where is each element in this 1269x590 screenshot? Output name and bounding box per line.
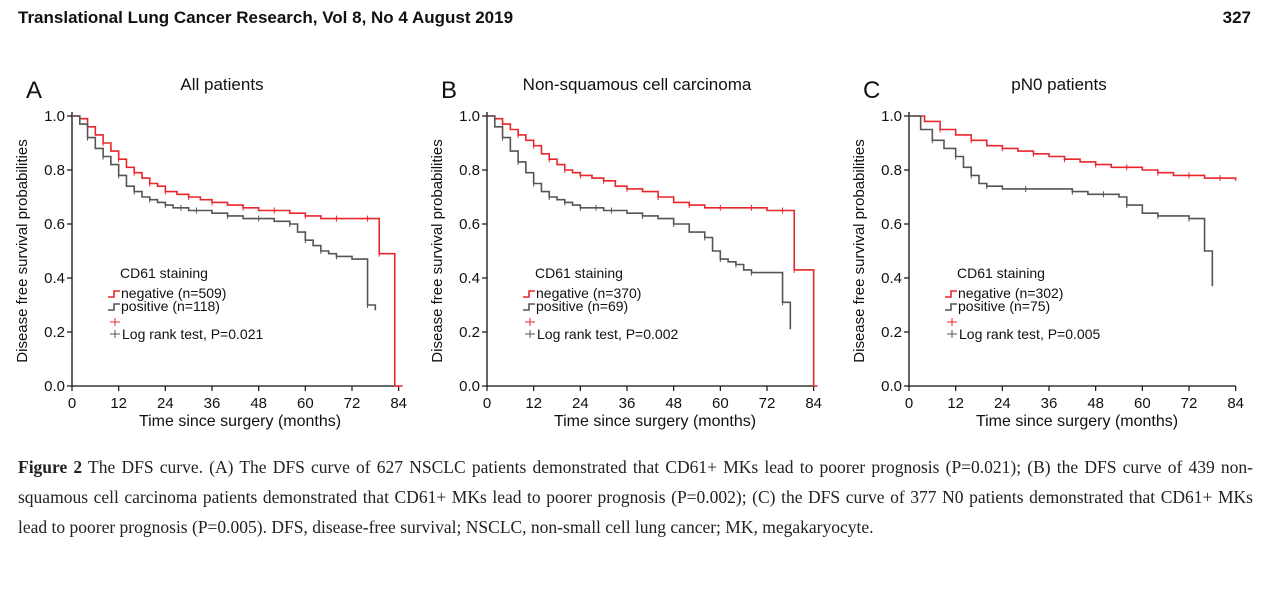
x-tick-label: 72: [344, 395, 361, 412]
log-rank-label: Log rank test, P=0.002: [537, 326, 678, 342]
panel-label: C: [863, 77, 880, 104]
series-line-negative: [487, 115, 818, 387]
x-tick-label: 48: [665, 395, 682, 412]
y-tick-label: 1.0: [881, 108, 902, 125]
journal-title: Translational Lung Cancer Research, Vol …: [18, 8, 514, 27]
x-tick-label: 84: [805, 395, 822, 412]
x-tick-label: 12: [525, 395, 542, 412]
x-tick-label: 0: [68, 395, 76, 412]
panel-label: A: [26, 77, 42, 104]
legend-entry: positive (n=75): [958, 298, 1050, 314]
legend-swatch-positive: [108, 303, 120, 311]
x-tick-label: 60: [1134, 395, 1151, 412]
x-tick-label: 72: [1181, 395, 1198, 412]
x-tick-label: 24: [994, 395, 1011, 412]
log-rank-label: Log rank test, P=0.021: [122, 326, 263, 342]
x-tick-label: 72: [759, 395, 776, 412]
x-tick-label: 36: [204, 395, 221, 412]
y-tick-label: 0.0: [44, 378, 65, 395]
x-tick-label: 0: [905, 395, 913, 412]
legend-swatch-positive: [523, 303, 535, 311]
y-axis-label: Disease free survival probabilities: [429, 139, 446, 362]
y-tick-label: 0.8: [881, 162, 902, 179]
y-tick-label: 0.8: [459, 162, 480, 179]
figure-caption: Figure 2 The DFS curve. (A) The DFS curv…: [18, 452, 1253, 542]
y-tick-label: 0.2: [881, 324, 902, 341]
legend-entry: positive (n=118): [121, 298, 220, 314]
caption-label: Figure 2: [18, 457, 83, 477]
chart-panel-a: A All patients 0.0 0.2 0.4 0.6 0.8 1.0 0 12 24 36 48…: [14, 75, 407, 430]
figure-panels: A All patients 0.0 0.2 0.4 0.6 0.8 1.0 0 12 24 36 48…: [14, 75, 1244, 430]
x-tick-label: 60: [297, 395, 314, 412]
caption-text: The DFS curve. (A) The DFS curve of 627 …: [18, 457, 1253, 537]
y-tick-label: 0.2: [44, 324, 65, 341]
y-tick-label: 1.0: [459, 108, 480, 125]
y-tick-label: 0.0: [459, 378, 480, 395]
chart-title: Non-squamous cell carcinoma: [523, 75, 752, 94]
log-rank-label: Log rank test, P=0.005: [959, 326, 1100, 342]
x-tick-label: 24: [572, 395, 589, 412]
chart-title: All patients: [180, 75, 263, 94]
x-tick-label: 12: [947, 395, 964, 412]
x-axis-label: Time since surgery (months): [554, 413, 756, 430]
y-tick-label: 1.0: [44, 108, 65, 125]
y-tick-label: 0.4: [881, 270, 902, 287]
y-tick-label: 0.6: [44, 216, 65, 233]
legend-title: CD61 staining: [535, 265, 623, 281]
legend-title: CD61 staining: [957, 265, 1045, 281]
x-tick-label: 84: [390, 395, 407, 412]
legend-swatch-positive: [945, 303, 957, 311]
page-header: Translational Lung Cancer Research, Vol …: [18, 8, 1251, 36]
series-line-positive: [909, 115, 1214, 287]
page-number: 327: [1222, 8, 1251, 27]
series-line-negative: [72, 115, 403, 387]
x-tick-label: 24: [157, 395, 174, 412]
x-tick-label: 84: [1227, 395, 1244, 412]
legend-swatch-negative: [108, 290, 120, 298]
x-tick-label: 60: [712, 395, 729, 412]
x-axis-label: Time since surgery (months): [139, 413, 341, 430]
x-tick-label: 36: [1041, 395, 1058, 412]
x-tick-label: 0: [483, 395, 491, 412]
legend-entry: negative (n=509): [121, 285, 226, 301]
legend-title: CD61 staining: [120, 265, 208, 281]
panel-label: B: [441, 77, 457, 104]
legend-swatch-negative: [523, 290, 535, 298]
x-axis-label: Time since surgery (months): [976, 413, 1178, 430]
y-axis-label: Disease free survival probabilities: [851, 139, 868, 362]
chart-panel-b: B Non-squamous cell carcinoma 0.0 0.2 0.4 0.6…: [429, 75, 822, 430]
legend-swatch-negative: [945, 290, 957, 298]
legend-entry: negative (n=370): [536, 285, 641, 301]
y-tick-label: 0.4: [459, 270, 480, 287]
y-tick-label: 0.0: [881, 378, 902, 395]
x-tick-label: 48: [1087, 395, 1104, 412]
series-line-positive: [72, 115, 377, 311]
x-tick-label: 36: [619, 395, 636, 412]
x-tick-label: 12: [110, 395, 127, 412]
y-tick-label: 0.2: [459, 324, 480, 341]
y-axis-label: Disease free survival probabilities: [14, 139, 31, 362]
legend-entry: negative (n=302): [958, 285, 1063, 301]
legend-entry: positive (n=69): [536, 298, 628, 314]
series-line-negative: [909, 115, 1237, 181]
y-tick-label: 0.6: [459, 216, 480, 233]
y-tick-label: 0.8: [44, 162, 65, 179]
y-tick-label: 0.6: [881, 216, 902, 233]
chart-title: pN0 patients: [1011, 75, 1106, 94]
x-tick-label: 48: [250, 395, 267, 412]
y-tick-label: 0.4: [44, 270, 65, 287]
